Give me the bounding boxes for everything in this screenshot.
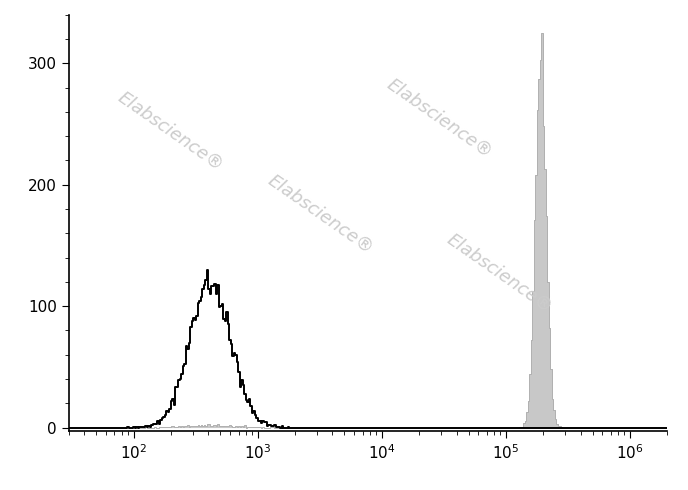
Text: Elabscience®: Elabscience® xyxy=(114,88,227,174)
Text: Elabscience®: Elabscience® xyxy=(384,76,496,162)
Text: Elabscience®: Elabscience® xyxy=(444,230,556,316)
Text: Elabscience®: Elabscience® xyxy=(264,172,376,258)
